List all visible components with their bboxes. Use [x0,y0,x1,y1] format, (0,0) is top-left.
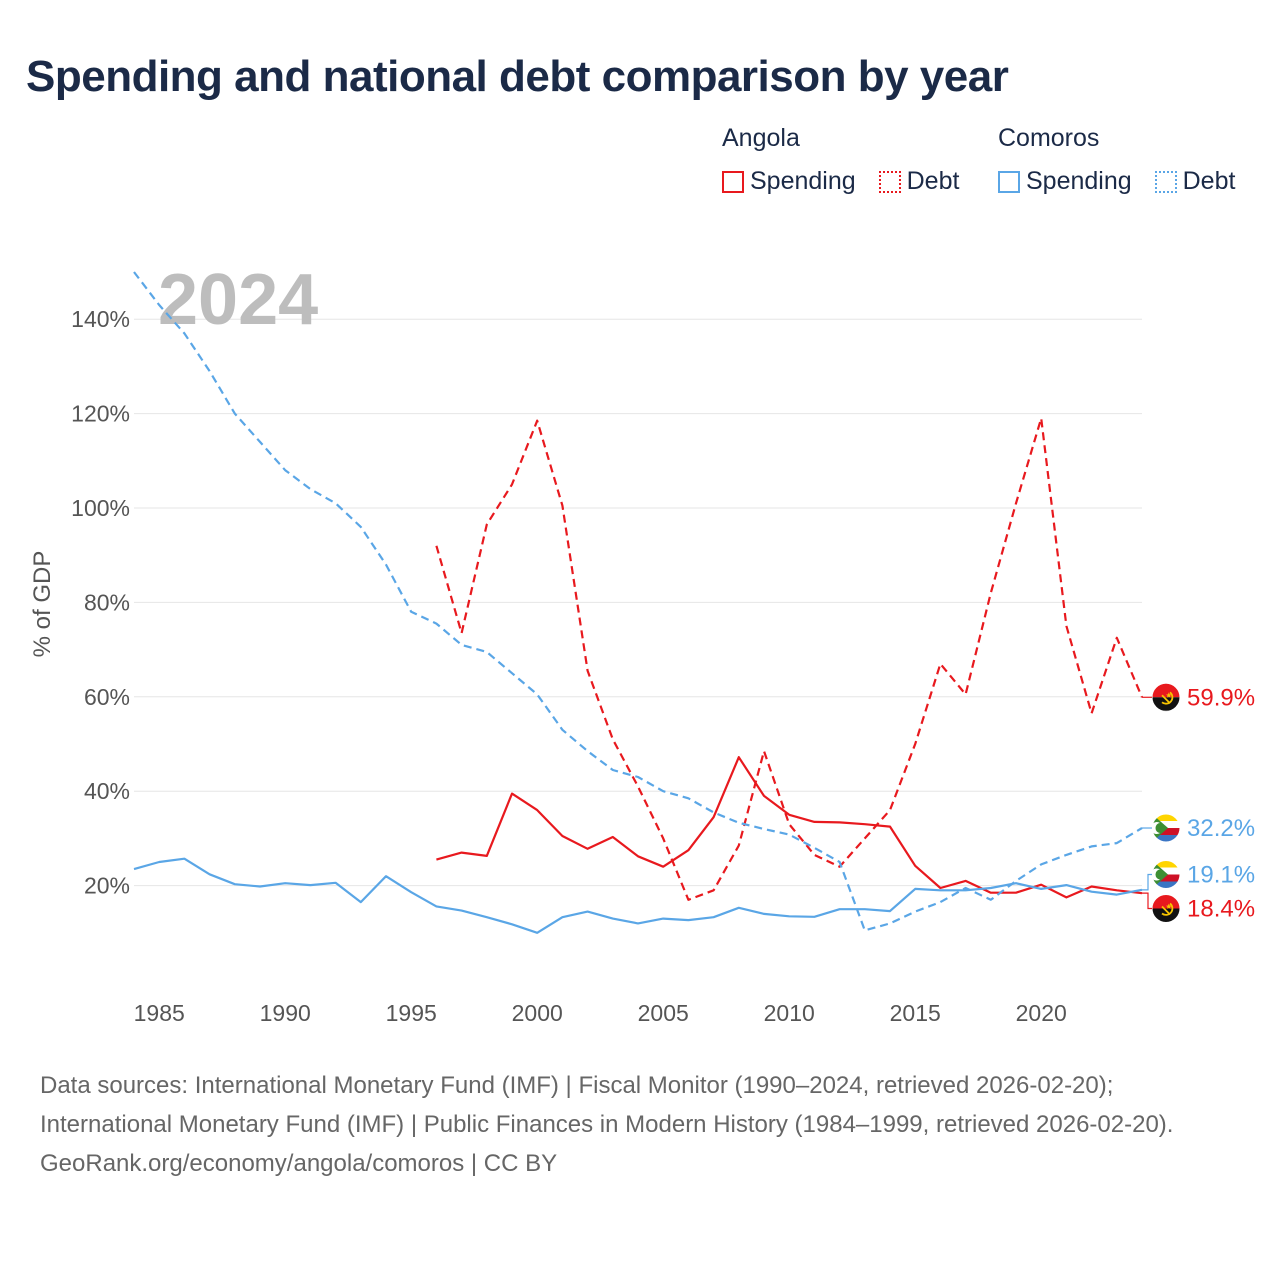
comoros-flag-icon [1151,861,1180,889]
end-label-comoros-debt: 32.2% [1187,815,1255,842]
x-tick-label: 2015 [890,1000,941,1026]
y-tick-label: 40% [84,778,130,804]
end-label-angola-spending: 18.4% [1187,896,1255,923]
end-label-connector-angola-spending [1142,892,1152,910]
end-label-connector-comoros-spending [1142,873,1152,891]
series-line-angola-debt [435,417,1144,901]
legend-label: Debt [1182,167,1236,195]
legend-swatch-dotted-icon [1154,170,1177,193]
legend-swatch-solid-icon [998,170,1020,193]
legend-country-comoros: Comoros [998,124,1100,152]
series-line-angola-spending [436,756,1143,899]
line-chart: 2024 20%40%60%80%100%120%140% 1985 1990 19… [29,260,1255,1026]
legend-item-angola-spending[interactable]: Spending [722,167,856,196]
x-tick-label: 2020 [1016,1000,1067,1026]
y-tick-label: 60% [84,684,130,710]
legend-country-angola: Angola [722,124,800,152]
legend-group-angola: Angola Spending Debt [722,124,975,200]
angola-flag-icon [1152,683,1180,711]
x-axis-ticks: 1985 1990 1995 2000 2005 2010 2015 2020 [134,1000,1067,1026]
x-tick-label: 1990 [260,1000,311,1026]
x-tick-label: 2000 [512,1000,563,1026]
x-tick-label: 2010 [764,1000,815,1026]
y-tick-label: 120% [71,401,130,427]
comoros-flag-icon [1151,814,1180,842]
end-labels: 59.9% 32.2% 19.1% 18.4% [1142,683,1255,923]
y-tick-label: 100% [71,495,130,521]
data-sources: Data sources: International Monetary Fun… [40,1072,1174,1138]
x-tick-label: 1985 [134,1000,185,1026]
legend-item-comoros-debt[interactable]: Debt [1154,167,1236,196]
y-tick-label: 20% [84,873,130,899]
y-axis-label: % of GDP [29,551,56,658]
grid-lines [134,318,1142,887]
x-tick-label: 2005 [638,1000,689,1026]
legend-label: Spending [1026,167,1132,195]
legend-item-comoros-spending[interactable]: Spending [998,167,1132,196]
y-tick-label: 80% [84,589,130,615]
x-tick-label: 1995 [386,1000,437,1026]
legend-label: Debt [906,167,960,195]
legend-swatch-dotted-icon [878,170,901,193]
legend-label: Spending [750,167,856,195]
year-overlay: 2024 [158,260,318,340]
y-axis-ticks: 20% 40% 60% 80% 100% 120% 140% [71,306,130,898]
y-tick-label: 140% [71,306,130,332]
end-label-comoros-spending: 19.1% [1187,862,1255,889]
legend-swatch-solid-icon [722,170,744,193]
series-line-comoros-spending [133,857,1143,934]
angola-flag-icon [1152,895,1180,923]
series-line-comoros-debt [133,271,1143,932]
legend-item-angola-debt[interactable]: Debt [878,167,960,196]
end-label-angola-debt: 59.9% [1187,684,1255,711]
legend-group-comoros: Comoros Spending Debt [998,124,1235,200]
series-lines [133,271,1144,934]
page-title: Spending and national debt comparison by… [26,52,1009,101]
footer: Data sources: International Monetary Fun… [40,1066,1240,1183]
credit-link[interactable]: GeoRank.org/economy/angola/comoros | CC … [40,1150,558,1177]
